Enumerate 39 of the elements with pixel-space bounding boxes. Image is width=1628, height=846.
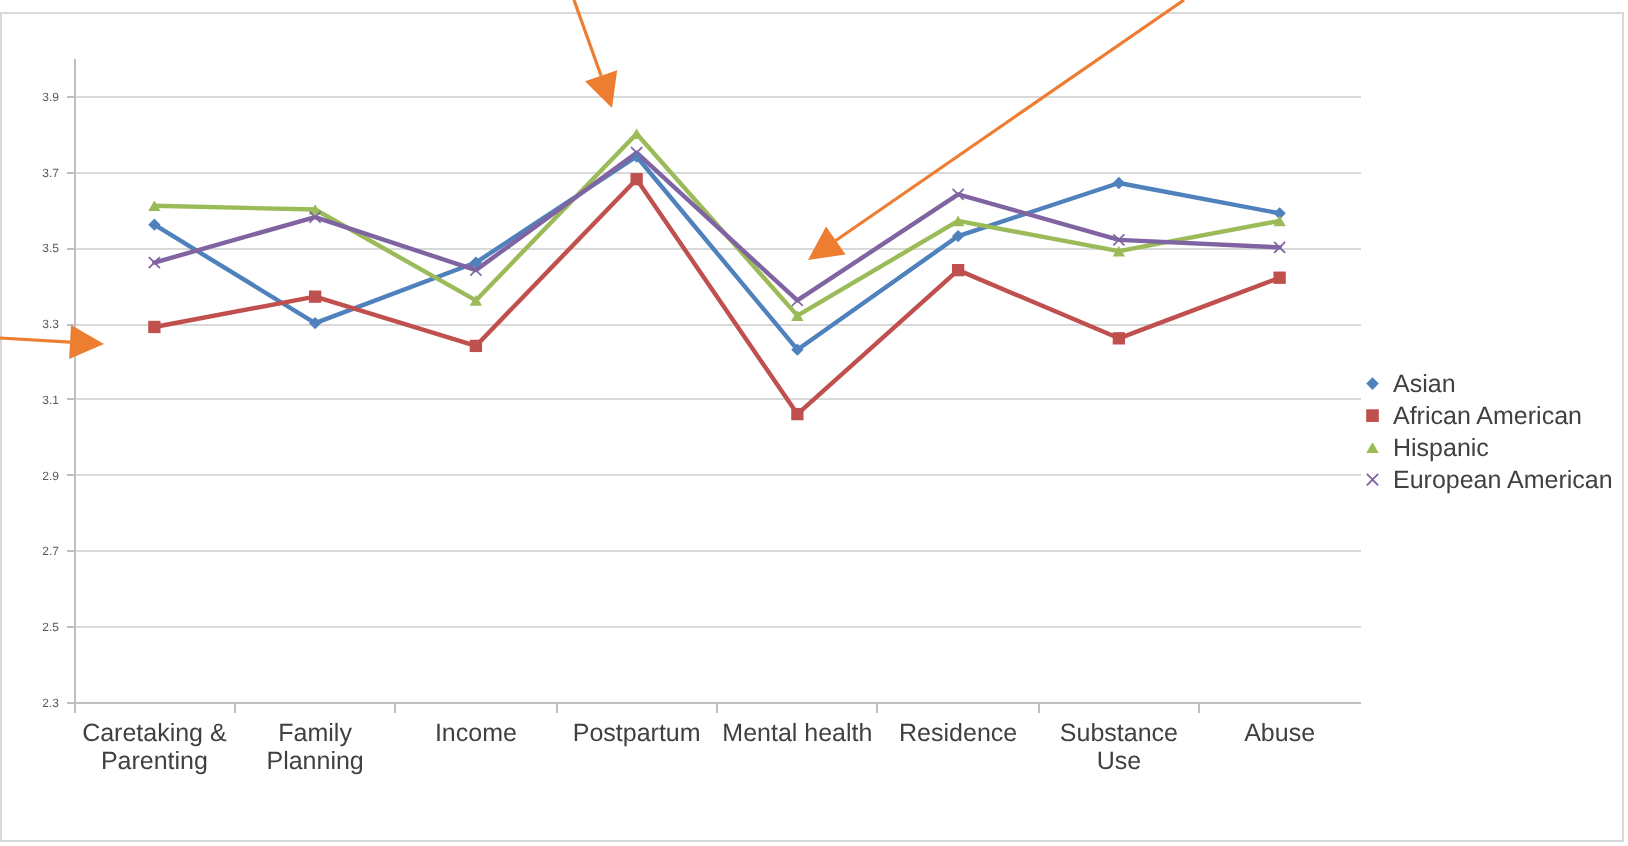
x-tick-label: Residence — [899, 719, 1018, 747]
point — [469, 339, 483, 353]
legend-label: European American — [1393, 465, 1613, 494]
point — [1112, 233, 1126, 246]
legend-label: Hispanic — [1393, 433, 1489, 462]
point — [1112, 332, 1126, 345]
x-tick-label: Income — [434, 719, 517, 747]
point — [1273, 215, 1286, 227]
point — [951, 215, 965, 227]
point — [951, 229, 965, 243]
point — [1112, 245, 1126, 257]
point — [308, 210, 322, 224]
point — [148, 200, 161, 212]
x-tick-label: Postpartum — [572, 719, 701, 747]
point — [469, 256, 483, 269]
point — [791, 294, 804, 307]
point — [469, 263, 483, 277]
legend-label: African American — [1393, 401, 1583, 430]
point — [951, 263, 965, 277]
point — [791, 343, 804, 356]
x-tick-label: Substance Use — [1059, 719, 1179, 775]
point — [148, 256, 161, 269]
point — [1273, 271, 1286, 284]
point — [1112, 176, 1126, 190]
point — [308, 290, 322, 303]
x-tick-label: Caretaking & Parenting — [82, 719, 228, 775]
line-series — [148, 146, 1286, 307]
x-tick-label: Abuse — [1244, 719, 1316, 747]
x-tick-label: Mental health — [722, 719, 873, 747]
point — [308, 317, 322, 330]
point — [791, 407, 804, 421]
x-tick-label: Family Planning — [266, 719, 364, 775]
point — [469, 295, 483, 306]
point — [148, 218, 161, 231]
point — [148, 320, 161, 334]
point — [791, 310, 804, 321]
point — [1273, 241, 1286, 254]
legend-label: Asian — [1393, 369, 1456, 398]
point — [630, 173, 643, 186]
